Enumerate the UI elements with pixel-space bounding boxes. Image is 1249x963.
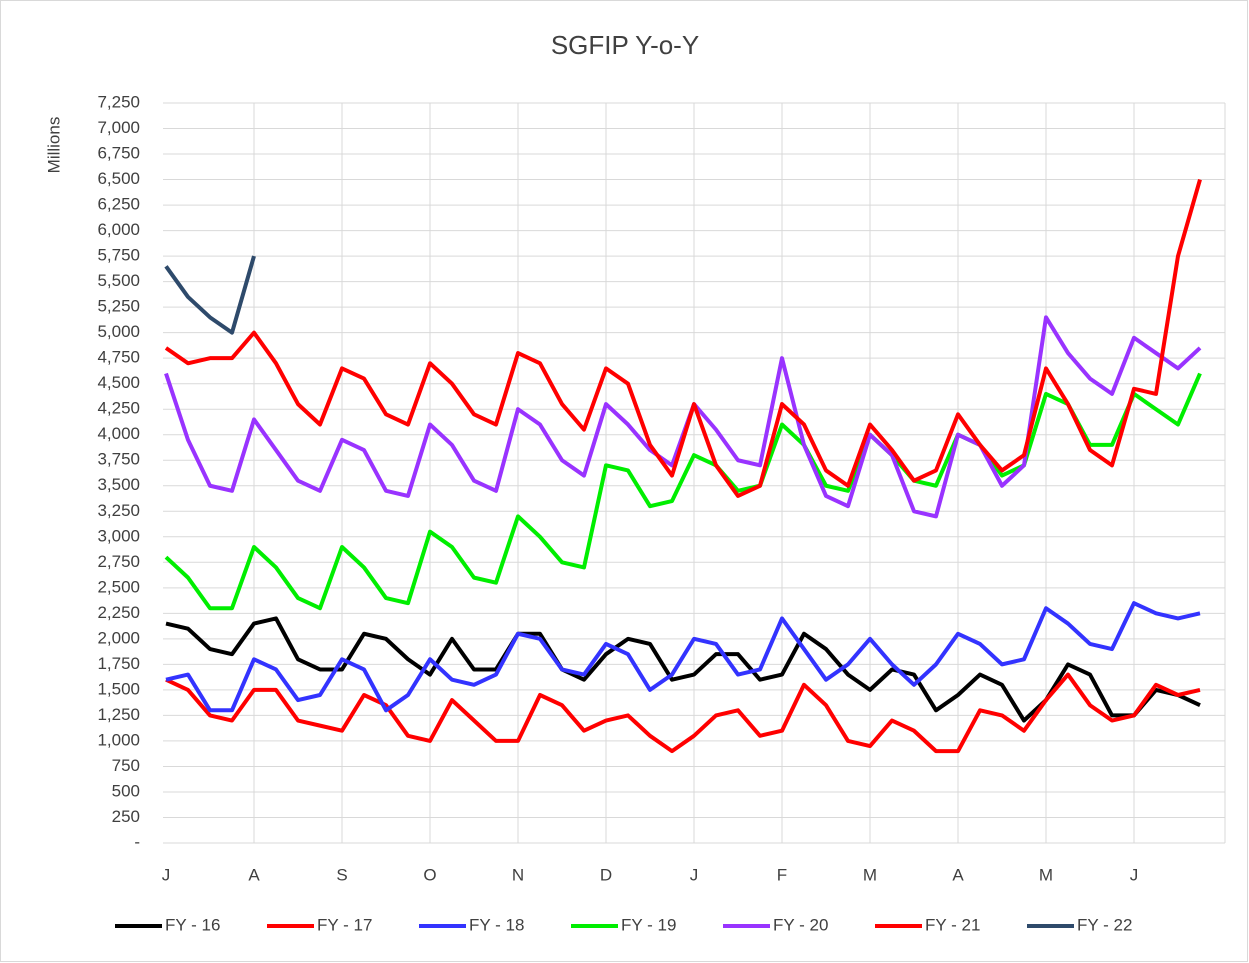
legend-label: FY - 16 bbox=[165, 915, 220, 934]
chart-title: SGFIP Y-o-Y bbox=[551, 30, 699, 60]
y-tick-label: 6,750 bbox=[97, 144, 140, 163]
x-tick-label: N bbox=[512, 865, 524, 884]
series-line bbox=[165, 601, 1201, 713]
y-tick-label: 5,000 bbox=[97, 322, 140, 341]
y-tick-label: 6,250 bbox=[97, 195, 140, 214]
y-tick-label: 5,250 bbox=[97, 297, 140, 316]
y-tick-label: 2,000 bbox=[97, 628, 140, 647]
x-tick-label: M bbox=[863, 865, 877, 884]
x-tick-label: M bbox=[1039, 865, 1053, 884]
y-tick-label: 4,750 bbox=[97, 348, 140, 367]
y-tick-label: 1,500 bbox=[97, 679, 140, 698]
y-tick-label: 2,750 bbox=[97, 552, 140, 571]
legend-label: FY - 22 bbox=[1077, 915, 1132, 934]
legend-label: FY - 21 bbox=[925, 915, 980, 934]
y-tick-label: 4,250 bbox=[97, 399, 140, 418]
y-tick-label: 5,750 bbox=[97, 246, 140, 265]
x-tick-label: J bbox=[1130, 865, 1139, 884]
y-tick-label: 6,000 bbox=[97, 220, 140, 239]
x-tick-label: A bbox=[248, 865, 260, 884]
y-tick-label: 7,250 bbox=[97, 92, 140, 111]
y-tick-label: 250 bbox=[112, 807, 140, 826]
y-tick-label: 3,000 bbox=[97, 526, 140, 545]
legend-label: FY - 20 bbox=[773, 915, 828, 934]
y-tick-label: 6,500 bbox=[97, 169, 140, 188]
x-tick-label: F bbox=[777, 865, 787, 884]
y-tick-label: 1,750 bbox=[97, 654, 140, 673]
legend-label: FY - 18 bbox=[469, 915, 524, 934]
y-tick-label: 5,500 bbox=[97, 271, 140, 290]
series-line bbox=[165, 672, 1201, 754]
x-tick-label: S bbox=[336, 865, 347, 884]
y-tick-label: 1,000 bbox=[97, 730, 140, 749]
x-tick-label: A bbox=[952, 865, 964, 884]
y-tick-label: 3,250 bbox=[97, 501, 140, 520]
series-line bbox=[164, 178, 1202, 498]
y-tick-label: 3,750 bbox=[97, 450, 140, 469]
y-axis-label: Millions bbox=[44, 117, 63, 174]
y-tick-label: 750 bbox=[112, 756, 140, 775]
series-line bbox=[165, 616, 1201, 723]
legend-label: FY - 19 bbox=[621, 915, 676, 934]
legend-label: FY - 17 bbox=[317, 915, 372, 934]
y-tick-label: 4,000 bbox=[97, 424, 140, 443]
x-tick-label: J bbox=[162, 865, 171, 884]
x-tick-label: J bbox=[690, 865, 699, 884]
x-tick-label: O bbox=[423, 865, 436, 884]
y-tick-label: 4,500 bbox=[97, 373, 140, 392]
y-tick-label: 1,250 bbox=[97, 705, 140, 724]
y-tick-label: - bbox=[134, 832, 140, 851]
x-tick-label: D bbox=[600, 865, 612, 884]
y-tick-label: 7,000 bbox=[97, 118, 140, 137]
y-tick-label: 3,500 bbox=[97, 475, 140, 494]
series-line bbox=[164, 255, 256, 335]
y-tick-label: 2,250 bbox=[97, 603, 140, 622]
y-tick-label: 2,500 bbox=[97, 577, 140, 596]
y-tick-label: 500 bbox=[112, 781, 140, 800]
